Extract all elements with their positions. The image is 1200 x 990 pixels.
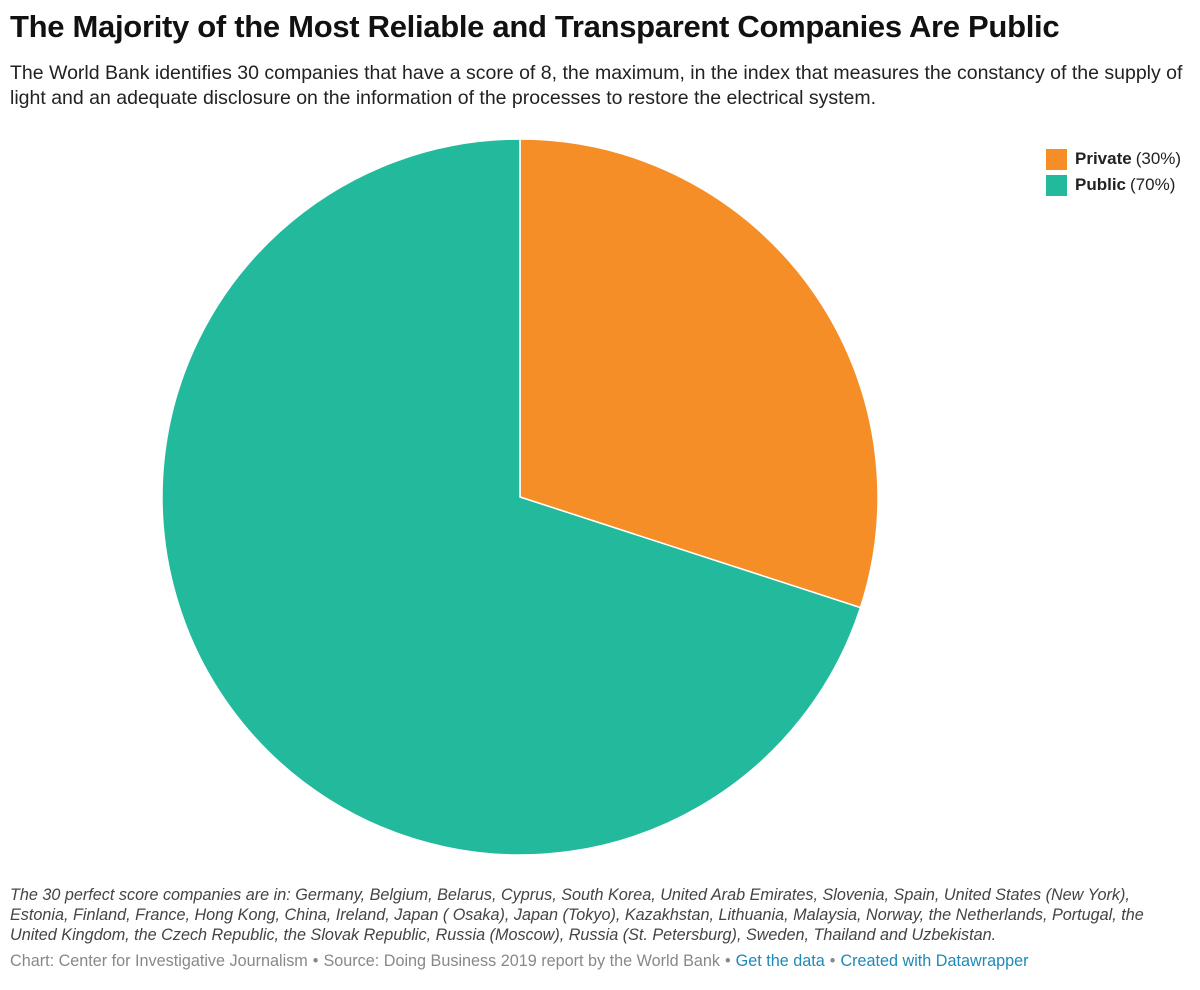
- pie-slice-private: [519, 138, 879, 609]
- legend-label-private: Private: [1075, 149, 1132, 168]
- created-with-datawrapper-link[interactable]: Created with Datawrapper: [840, 952, 1029, 970]
- footer-separator: •: [724, 952, 731, 970]
- pie-slice-public: [161, 138, 862, 856]
- chart-subtitle: The World Bank identifies 30 companies t…: [10, 62, 1183, 109]
- legend-label-public: Public: [1075, 175, 1127, 194]
- pie-chart-area: [0, 130, 1200, 870]
- pie-chart: [161, 138, 879, 856]
- chart-credit: Chart: Center for Investigative Journali…: [10, 952, 308, 970]
- legend-pct-public: (70%): [1130, 175, 1176, 194]
- legend-item-private: Private (30%): [1046, 146, 1196, 172]
- chart-footer: Chart: Center for Investigative Journali…: [10, 951, 1190, 971]
- legend-swatch-public: [1046, 174, 1067, 196]
- legend: Private (30%) Public (70%): [1046, 146, 1196, 198]
- chart-notes: The 30 perfect score companies are in: G…: [10, 886, 1144, 944]
- get-the-data-link[interactable]: Get the data: [735, 952, 825, 970]
- source-credit: Source: Doing Business 2019 report by th…: [323, 952, 720, 970]
- legend-pct-private: (30%): [1135, 149, 1182, 168]
- legend-swatch-private: [1046, 148, 1067, 170]
- footer-separator: •: [312, 952, 319, 970]
- chart-title: The Majority of the Most Reliable and Tr…: [10, 9, 1060, 44]
- footer-separator: •: [829, 952, 836, 970]
- legend-item-public: Public (70%): [1046, 172, 1196, 198]
